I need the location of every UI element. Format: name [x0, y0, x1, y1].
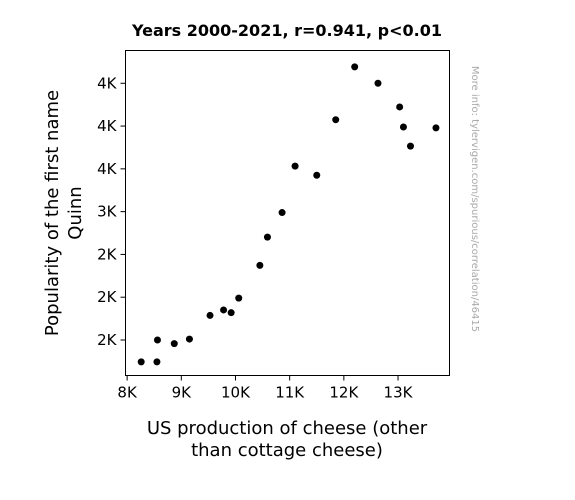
x-axis-label-line-2: than cottage cheese) [191, 440, 383, 461]
data-point-18 [399, 123, 407, 131]
data-point-12 [291, 162, 299, 170]
x-tick-label: 8K [117, 384, 138, 402]
y-tick-label: 4K [97, 74, 118, 92]
data-point-3 [170, 340, 178, 348]
y-tick-label: 2K [97, 245, 118, 263]
y-tick-label: 2K [97, 331, 118, 349]
chart-title: Years 2000-2021, r=0.941, p<0.01 [131, 21, 442, 40]
y-axis: 2K 2K 2K 3K 4K 4K 4K [97, 74, 126, 349]
data-point-4 [185, 335, 193, 343]
data-point-13 [313, 171, 321, 179]
data-point-15 [351, 63, 359, 71]
x-tick-label: 9K [172, 384, 193, 402]
watermark-text: More info: tylervigen.com/spurious/corre… [469, 66, 480, 332]
x-tick-label: 12K [329, 384, 359, 402]
x-tick-label: 13K [384, 384, 414, 402]
data-point-2 [153, 336, 161, 344]
data-point-1 [153, 358, 161, 366]
data-point-16 [374, 79, 382, 87]
data-point-9 [256, 261, 264, 269]
data-point-11 [278, 209, 286, 217]
data-point-8 [235, 294, 243, 302]
y-tick-label: 4K [97, 160, 118, 178]
plot-area [125, 50, 450, 376]
y-axis-label-line-2: Quinn [65, 186, 86, 239]
data-point-14 [332, 116, 340, 124]
data-point-6 [220, 306, 228, 314]
scatter-points [137, 63, 440, 366]
y-tick-label: 4K [97, 117, 118, 135]
x-axis-label-line-1: US production of cheese (other [147, 418, 428, 439]
data-point-10 [263, 233, 271, 241]
x-tick-label: 11K [275, 384, 305, 402]
data-point-20 [432, 124, 440, 132]
data-point-5 [206, 311, 214, 319]
data-point-7 [227, 309, 235, 317]
x-axis: 8K 9K 10K 11K 12K 13K [117, 375, 414, 402]
data-point-0 [137, 358, 145, 366]
y-axis-label-line-1: Popularity of the first name [42, 90, 63, 336]
data-point-17 [396, 103, 404, 111]
y-tick-label: 3K [97, 203, 118, 221]
x-tick-label: 10K [221, 384, 251, 402]
data-point-19 [406, 142, 414, 150]
y-tick-label: 2K [97, 288, 118, 306]
